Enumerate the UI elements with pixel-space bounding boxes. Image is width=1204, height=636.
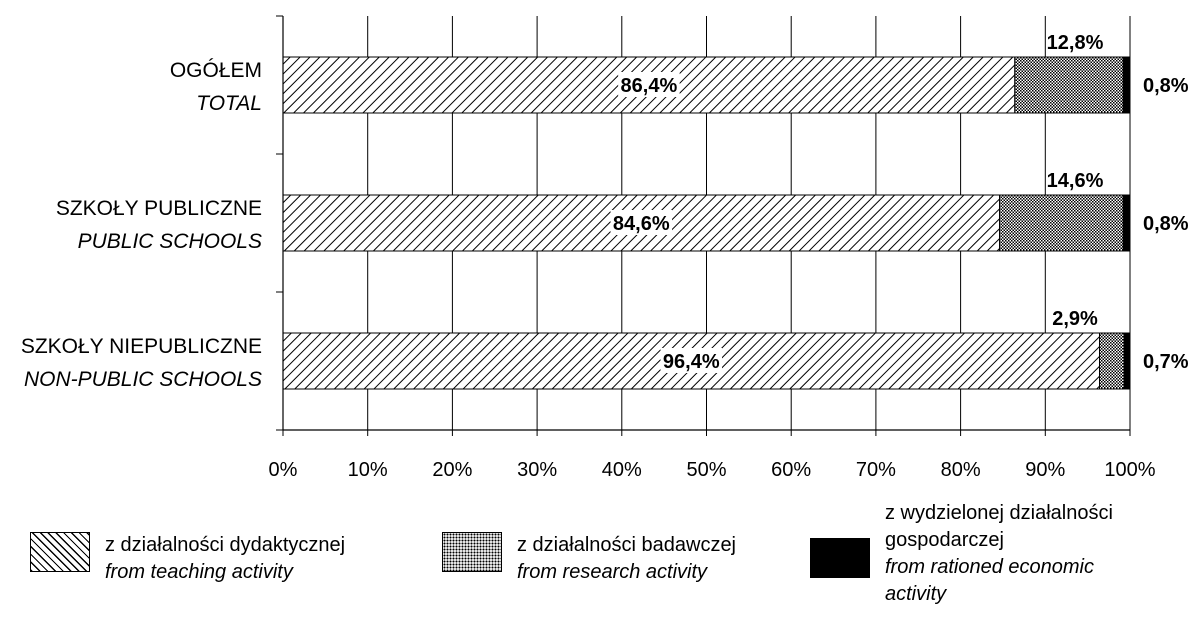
category-label: SZKOŁY NIEPUBLICZNE — [21, 335, 262, 358]
bar-segment — [1099, 332, 1125, 390]
x-tick-label: 70% — [856, 459, 896, 481]
data-label-bg — [660, 348, 723, 373]
data-label: 86,4% — [621, 75, 678, 97]
data-label: 0,7% — [1143, 351, 1189, 373]
data-label-bg — [610, 210, 673, 235]
bars — [282, 56, 1131, 390]
category-label-en: NON-PUBLIC SCHOOLS — [24, 368, 262, 391]
bar-segment — [1122, 194, 1131, 252]
bar-segment — [1123, 332, 1131, 390]
category-label: OGÓŁEM — [170, 59, 262, 82]
data-label: 0,8% — [1143, 213, 1189, 235]
x-tick-label: 50% — [686, 459, 726, 481]
axes: 0% 10% 20% 30% 40% 50% 60% 70% 80% 90% 100% OGÓŁEM T… — [21, 15, 1156, 481]
x-tick-label: 100% — [1104, 459, 1155, 481]
x-tick-label: 60% — [771, 459, 811, 481]
data-label: 14,6% — [1047, 170, 1104, 192]
x-tick-label: 90% — [1025, 459, 1065, 481]
category-label-en: PUBLIC SCHOOLS — [78, 230, 262, 253]
data-label: 0,8% — [1143, 75, 1189, 97]
data-label: 84,6% — [613, 213, 670, 235]
data-label: 2,9% — [1052, 308, 1098, 330]
data-label-bg — [618, 72, 680, 97]
x-tick-label: 30% — [517, 459, 557, 481]
data-label: 12,8% — [1047, 32, 1104, 54]
data-labels: 86,4% 12,8% 0,8% 84,6% 14,6% 0,8% 96,4% 2,9% 0,7… — [610, 32, 1189, 373]
bar-segment — [999, 194, 1124, 252]
x-tick-label: 80% — [941, 459, 981, 481]
x-tick-label: 10% — [348, 459, 388, 481]
data-label: 96,4% — [663, 351, 720, 373]
category-label: SZKOŁY PUBLICZNE — [56, 197, 262, 220]
category-label-en: TOTAL — [196, 92, 262, 115]
x-tick-label: 20% — [432, 459, 472, 481]
bar-segment — [1122, 56, 1131, 114]
bar-segment — [1014, 56, 1124, 114]
x-tick-label: 40% — [602, 459, 642, 481]
x-tick-label: 0% — [269, 459, 298, 481]
